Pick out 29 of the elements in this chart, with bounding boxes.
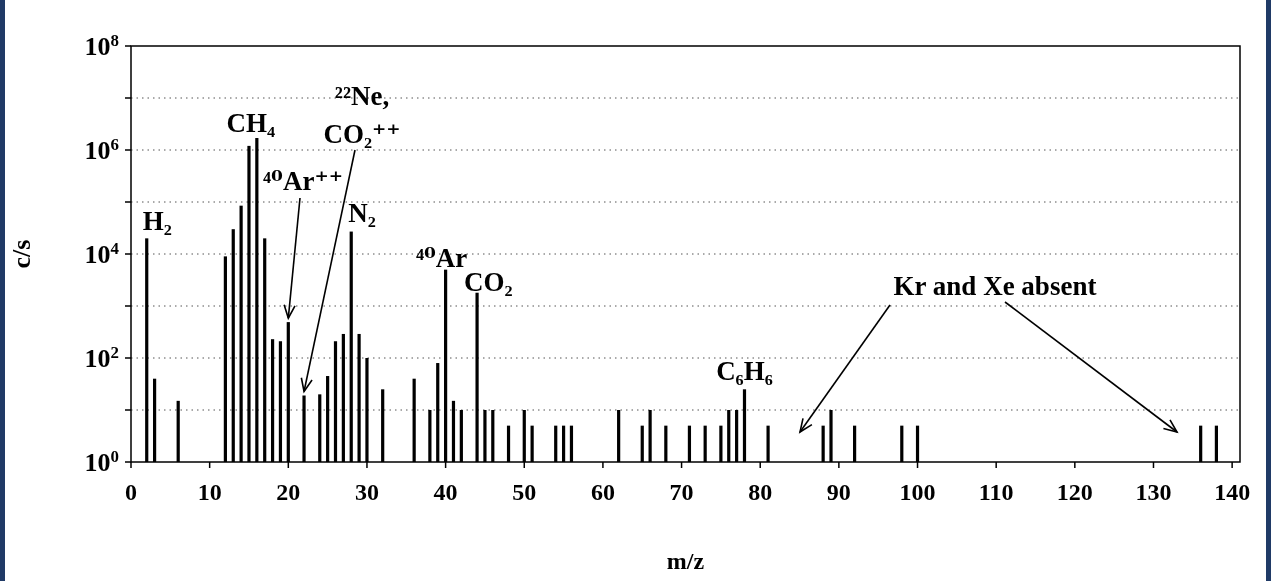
- x-tick-label: 110: [978, 479, 1014, 505]
- annotation: C₆H₆: [716, 356, 773, 387]
- annotation: H₂: [142, 206, 172, 237]
- y-tick-label: 10$^{6}$: [84, 134, 119, 166]
- x-tick-label: 60: [590, 479, 615, 505]
- x-tick-label: 140: [1214, 479, 1251, 505]
- x-tick-label: 30: [354, 479, 379, 505]
- x-tick-label: 70: [669, 479, 694, 505]
- y-tick-label: 10$^{2}$: [84, 342, 119, 374]
- x-tick-label: 20: [276, 479, 301, 505]
- annotation: N₂: [348, 197, 376, 228]
- x-tick-label: 130: [1135, 479, 1172, 505]
- x-tick-label: 100: [899, 479, 936, 505]
- x-tick-label: 90: [826, 479, 851, 505]
- annotation: ²²Ne, CO₂⁺⁺: [323, 81, 401, 149]
- annotation: ⁴⁰Ar⁺⁺: [263, 166, 343, 196]
- annotation: CH₄: [226, 108, 276, 139]
- y-tick-label: 10$^{4}$: [84, 238, 120, 270]
- x-tick-label: 120: [1056, 479, 1093, 505]
- x-axis-title: m/z: [666, 548, 705, 574]
- x-tick-label: 40: [433, 479, 458, 505]
- x-tick-label: 80: [748, 479, 773, 505]
- annotation: Kr and Xe absent: [893, 271, 1097, 301]
- x-tick-label: 50: [512, 479, 537, 505]
- y-tick-label: 10$^{8}$: [84, 30, 119, 62]
- y-axis-title: c/s: [7, 239, 36, 269]
- y-tick-label: 10$^{0}$: [84, 446, 119, 478]
- x-tick-label: 10: [197, 479, 222, 505]
- x-tick-label: 0: [125, 479, 137, 505]
